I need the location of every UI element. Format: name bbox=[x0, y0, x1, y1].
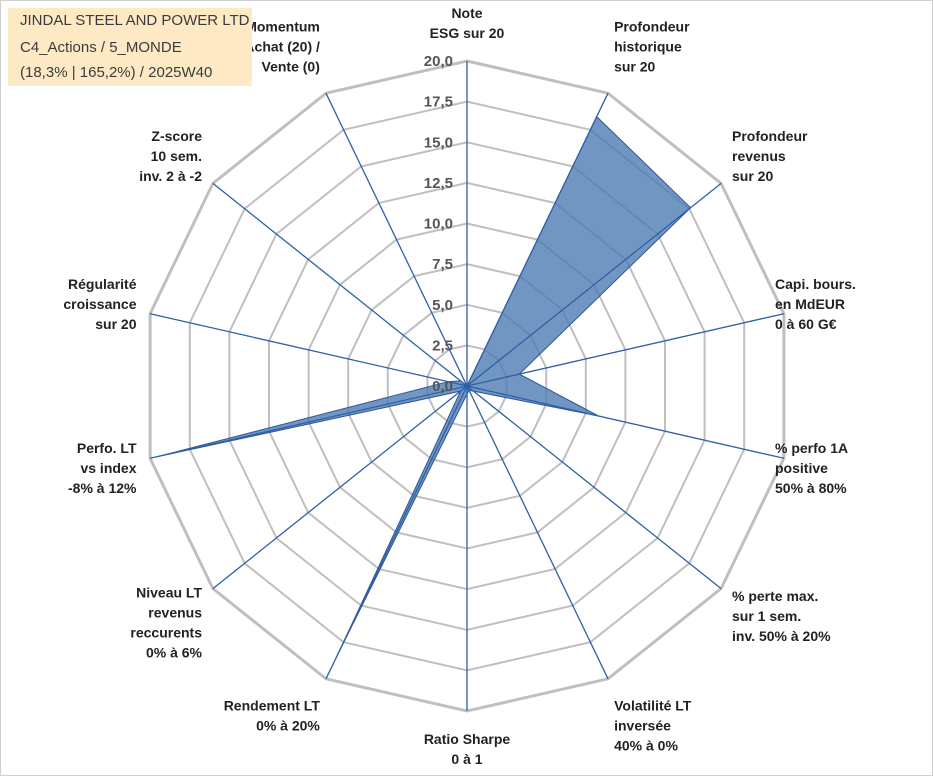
radar-series bbox=[156, 115, 692, 659]
tick-label: 12,5 bbox=[424, 175, 453, 192]
axis-label-group: Perfo. LT vs index -8% à 12% bbox=[68, 440, 137, 496]
axis-label: revenus bbox=[732, 148, 786, 164]
tick-label: 0,0 bbox=[432, 378, 453, 395]
axis-label: Note bbox=[451, 5, 482, 21]
axis-spoke bbox=[466, 313, 785, 387]
axis-label: 10 sem. bbox=[151, 148, 202, 164]
axis-label: Profondeur bbox=[732, 128, 808, 144]
axis-label: Perfo. LT bbox=[77, 440, 137, 456]
axis-label-group: Note ESG sur 20 bbox=[430, 5, 505, 41]
axis-label: historique bbox=[614, 39, 682, 55]
tick-label: 7,5 bbox=[432, 256, 453, 273]
tick-label: 20,0 bbox=[424, 53, 453, 70]
axis-label: sur 20 bbox=[732, 168, 773, 184]
axis-label-group: Profondeur historique sur 20 bbox=[614, 19, 690, 75]
axis-label: Capi. bours. bbox=[775, 276, 856, 292]
axis-label: Profondeur bbox=[614, 19, 690, 35]
axis-label-group: Régularité croissance sur 20 bbox=[63, 276, 136, 332]
axis-label: croissance bbox=[63, 296, 136, 312]
series-area bbox=[156, 115, 692, 659]
axis-label: inv. 50% à 20% bbox=[732, 628, 831, 644]
chart-title-box: JINDAL STEEL AND POWER LTD C4_Actions / … bbox=[8, 8, 252, 86]
axis-label-group: % perte max. sur 1 sem. inv. 50% à 20% bbox=[732, 588, 831, 644]
axis-label: Régularité bbox=[68, 276, 137, 292]
axis-label: inv. 2 à -2 bbox=[139, 168, 202, 184]
tick-label: 2,5 bbox=[432, 337, 453, 354]
category-path: C4_Actions / 5_MONDE bbox=[20, 39, 182, 56]
axis-spoke bbox=[466, 385, 785, 459]
axis-label: Achat (20) / bbox=[244, 39, 320, 55]
axis-label: 0 à 60 G€ bbox=[775, 316, 837, 332]
tick-label: 17,5 bbox=[424, 94, 453, 111]
axis-spoke bbox=[466, 385, 722, 590]
axis-label-group: % perfo 1A positive 50% à 80% bbox=[775, 440, 848, 496]
axis-label-group: Momentum Achat (20) / Vente (0) bbox=[244, 19, 320, 75]
axis-label-group: Niveau LT revenus reccurents 0% à 6% bbox=[130, 584, 202, 660]
radar-spokes bbox=[149, 61, 785, 711]
axis-label: -8% à 12% bbox=[68, 480, 137, 496]
axis-label: Vente (0) bbox=[262, 59, 320, 75]
axis-label: positive bbox=[775, 460, 828, 476]
axis-label-group: Ratio Sharpe 0 à 1 bbox=[424, 731, 511, 767]
tick-label: 15,0 bbox=[424, 134, 453, 151]
performance-week: (18,3% | 165,2%) / 2025W40 bbox=[20, 64, 213, 81]
company-name: JINDAL STEEL AND POWER LTD bbox=[20, 12, 250, 29]
axis-label-group: Z-score 10 sem. inv. 2 à -2 bbox=[139, 128, 202, 184]
axis-label: 50% à 80% bbox=[775, 480, 847, 496]
axis-label: sur 20 bbox=[95, 316, 136, 332]
axis-label: sur 1 sem. bbox=[732, 608, 801, 624]
axis-label: inversée bbox=[614, 717, 671, 733]
axis-label: Z-score bbox=[151, 128, 202, 144]
axis-label-group: Profondeur revenus sur 20 bbox=[732, 128, 808, 184]
axis-label: Rendement LT bbox=[224, 697, 321, 713]
axis-label: 0% à 6% bbox=[146, 644, 203, 660]
axis-spoke bbox=[149, 313, 468, 387]
axis-spoke bbox=[212, 385, 468, 590]
axis-label: 0 à 1 bbox=[451, 751, 482, 767]
axis-labels: Note ESG sur 20 Profondeur historique sur 20… bbox=[63, 5, 856, 767]
axis-label-group: Capi. bours. en MdEUR 0 à 60 G€ bbox=[775, 276, 856, 332]
axis-label: sur 20 bbox=[614, 59, 655, 75]
axis-label: Volatilité LT bbox=[614, 697, 692, 713]
axis-label-group: Volatilité LT inversée 40% à 0% bbox=[614, 697, 692, 753]
axis-spoke bbox=[325, 92, 468, 387]
axis-label: revenus bbox=[148, 604, 202, 620]
tick-label: 5,0 bbox=[432, 297, 453, 314]
axis-label: % perfo 1A bbox=[775, 440, 848, 456]
axis-label: % perte max. bbox=[732, 588, 818, 604]
axis-label: 40% à 0% bbox=[614, 737, 678, 753]
axis-label: vs index bbox=[80, 460, 136, 476]
radial-tick-labels: 0,0 2,5 5,0 7,5 10,0 12,5 15,0 17,5 20,0 bbox=[424, 53, 453, 395]
axis-spoke bbox=[149, 385, 468, 459]
axis-label-group: Rendement LT 0% à 20% bbox=[224, 697, 321, 733]
axis-label: 0% à 20% bbox=[256, 717, 320, 733]
axis-label: reccurents bbox=[130, 624, 202, 640]
axis-spoke bbox=[466, 182, 722, 387]
axis-label: Ratio Sharpe bbox=[424, 731, 511, 747]
axis-label: Momentum bbox=[245, 19, 320, 35]
axis-spoke bbox=[466, 385, 609, 680]
axis-spoke bbox=[325, 385, 468, 680]
axis-label: en MdEUR bbox=[775, 296, 845, 312]
tick-label: 10,0 bbox=[424, 216, 453, 233]
axis-label: Niveau LT bbox=[136, 584, 202, 600]
axis-spoke bbox=[466, 92, 609, 387]
axis-spoke bbox=[212, 182, 468, 387]
axis-label: ESG sur 20 bbox=[430, 25, 505, 41]
